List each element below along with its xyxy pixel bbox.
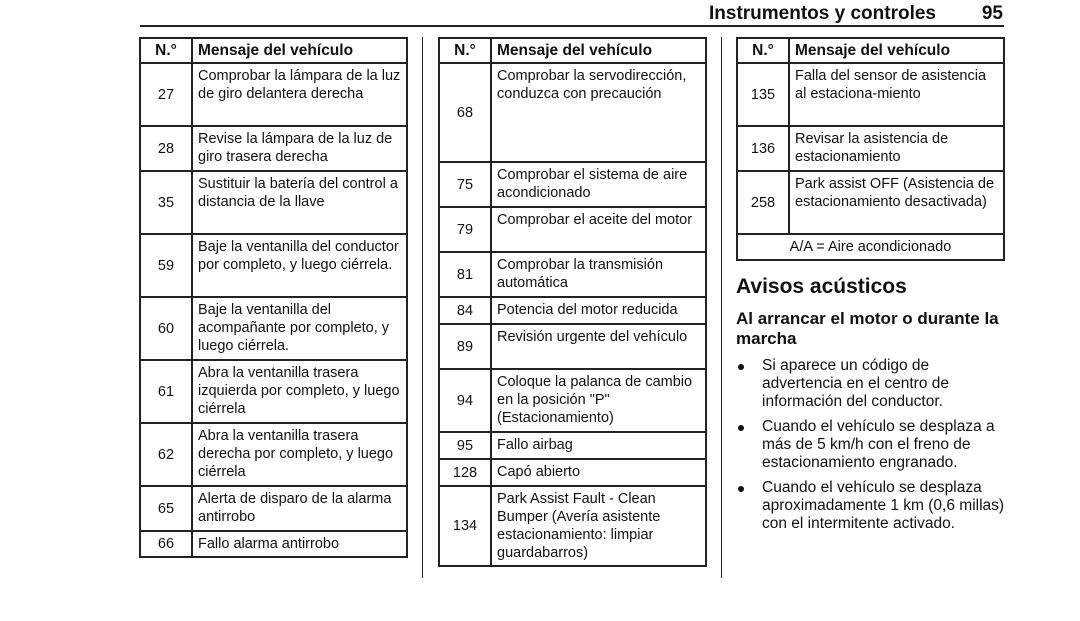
table-header-row: N.° Mensaje del vehículo xyxy=(438,37,707,64)
message-text: Abra la ventanilla trasera derecha por c… xyxy=(191,422,408,487)
message-number: 258 xyxy=(736,170,790,235)
table-row: 128 Capó abierto xyxy=(438,458,707,487)
message-text: Alerta de disparo de la alarma antirrobo xyxy=(191,485,408,532)
message-text: Park Assist Fault - Clean Bumper (Avería… xyxy=(490,485,707,567)
message-text: Fallo alarma antirrobo xyxy=(191,530,408,558)
message-table: N.° Mensaje del vehículo 27 Comprobar la lá… xyxy=(139,37,408,558)
table-row: 95 Fallo airbag xyxy=(438,431,707,460)
header-message: Mensaje del vehículo xyxy=(191,37,408,64)
message-text: Comprobar la lámpara de la luz de giro d… xyxy=(191,62,408,127)
message-text: Potencia del motor reducida xyxy=(490,296,707,325)
message-number: 95 xyxy=(438,431,492,460)
table-row: 134 Park Assist Fault - Clean Bumper (Ave… xyxy=(438,485,707,567)
header-num: N.° xyxy=(438,37,492,64)
bullet-list: Si aparece un código de advertencia en e… xyxy=(736,357,1011,540)
table-row: 75 Comprobar el sistema de aire acondicio… xyxy=(438,161,707,208)
table-row: 94 Coloque la palanca de cambio en la pos… xyxy=(438,368,707,433)
table-header-row: N.° Mensaje del vehículo xyxy=(139,37,408,64)
message-text: Baje la ventanilla del conductor por com… xyxy=(191,233,408,298)
table-row: 68 Comprobar la servodirección, conduzca … xyxy=(438,62,707,163)
message-number: 27 xyxy=(139,62,193,127)
table-row: 60 Baje la ventanilla del acompañante por… xyxy=(139,296,408,361)
table-row: 81 Comprobar la transmisión automática xyxy=(438,251,707,298)
table-row: 35 Sustituir la batería del control a dis… xyxy=(139,170,408,235)
header-num: N.° xyxy=(736,37,790,64)
message-text: Comprobar el aceite del motor xyxy=(490,206,707,253)
message-text: Sustituir la batería del control a dista… xyxy=(191,170,408,235)
table-row: 79 Comprobar el aceite del motor xyxy=(438,206,707,253)
message-text: Park assist OFF (Asistencia de estaciona… xyxy=(788,170,1005,235)
bullet-item: Cuando el vehículo se desplaza a más de … xyxy=(736,418,1011,472)
message-number: 66 xyxy=(139,530,193,558)
message-number: 79 xyxy=(438,206,492,253)
table-row: 136 Revisar la asistencia de estacionamie… xyxy=(736,125,1005,172)
message-text: Falla del sensor de asistencia al estaci… xyxy=(788,62,1005,127)
message-text: Comprobar la servodirección, conduzca co… xyxy=(490,62,707,163)
message-number: 136 xyxy=(736,125,790,172)
section-subtitle: Al arrancar el motor o durante la marcha xyxy=(736,309,999,348)
message-number: 134 xyxy=(438,485,492,567)
message-number: 65 xyxy=(139,485,193,532)
message-number: 75 xyxy=(438,161,492,208)
chapter-title: Instrumentos y controles xyxy=(709,3,936,24)
message-number: 94 xyxy=(438,368,492,433)
page-number: 95 xyxy=(981,3,1003,24)
bullet-item: Cuando el vehículo se desplaza aproximad… xyxy=(736,479,1011,533)
bullet-item: Si aparece un código de advertencia en e… xyxy=(736,357,1011,411)
message-text: Fallo airbag xyxy=(490,431,707,460)
message-number: 61 xyxy=(139,359,193,424)
message-text: Abra la ventanilla trasera izquierda por… xyxy=(191,359,408,424)
table-row: 62 Abra la ventanilla trasera derecha por… xyxy=(139,422,408,487)
header-rule xyxy=(140,25,1004,27)
message-text: Baje la ventanilla del acompañante por c… xyxy=(191,296,408,361)
table-row: 258 Park assist OFF (Asistencia de estaci… xyxy=(736,170,1005,235)
table-row: 61 Abra la ventanilla trasera izquierda p… xyxy=(139,359,408,424)
table-row: 89 Revisión urgente del vehículo xyxy=(438,323,707,370)
table-row: 27 Comprobar la lámpara de la luz de giro… xyxy=(139,62,408,127)
message-number: 128 xyxy=(438,458,492,487)
section-title: Avisos acústicos xyxy=(736,275,907,298)
message-number: 62 xyxy=(139,422,193,487)
message-text: Capó abierto xyxy=(490,458,707,487)
header-message: Mensaje del vehículo xyxy=(788,37,1005,64)
message-text: Revise la lámpara de la luz de giro tras… xyxy=(191,125,408,172)
message-number: 81 xyxy=(438,251,492,298)
table-row: 28 Revise la lámpara de la luz de giro tr… xyxy=(139,125,408,172)
message-number: 135 xyxy=(736,62,790,127)
message-number: 68 xyxy=(438,62,492,163)
message-table: N.° Mensaje del vehículo 135 Falla del sens… xyxy=(736,37,1005,261)
message-text: Coloque la palanca de cambio en la posic… xyxy=(490,368,707,433)
table-row: 59 Baje la ventanilla del conductor por c… xyxy=(139,233,408,298)
message-text: Revisión urgente del vehículo xyxy=(490,323,707,370)
message-number: 60 xyxy=(139,296,193,361)
table-row: 66 Fallo alarma antirrobo xyxy=(139,530,408,558)
message-text: Comprobar la transmisión automática xyxy=(490,251,707,298)
table-header-row: N.° Mensaje del vehículo xyxy=(736,37,1005,64)
table-row: 65 Alerta de disparo de la alarma antirro… xyxy=(139,485,408,532)
message-number: 35 xyxy=(139,170,193,235)
column-divider xyxy=(721,37,722,578)
header-num: N.° xyxy=(139,37,193,64)
table-note: A/A = Aire acondicionado xyxy=(736,233,1005,261)
column-divider xyxy=(422,37,423,578)
message-text: Comprobar el sistema de aire acondiciona… xyxy=(490,161,707,208)
message-table: N.° Mensaje del vehículo 68 Comprobar la se… xyxy=(438,37,707,567)
message-number: 84 xyxy=(438,296,492,325)
table-note-row: A/A = Aire acondicionado xyxy=(736,233,1005,261)
message-number: 89 xyxy=(438,323,492,370)
message-number: 59 xyxy=(139,233,193,298)
message-number: 28 xyxy=(139,125,193,172)
table-row: 135 Falla del sensor de asistencia al est… xyxy=(736,62,1005,127)
table-row: 84 Potencia del motor reducida xyxy=(438,296,707,325)
message-text: Revisar la asistencia de estacionamiento xyxy=(788,125,1005,172)
header-message: Mensaje del vehículo xyxy=(490,37,707,64)
